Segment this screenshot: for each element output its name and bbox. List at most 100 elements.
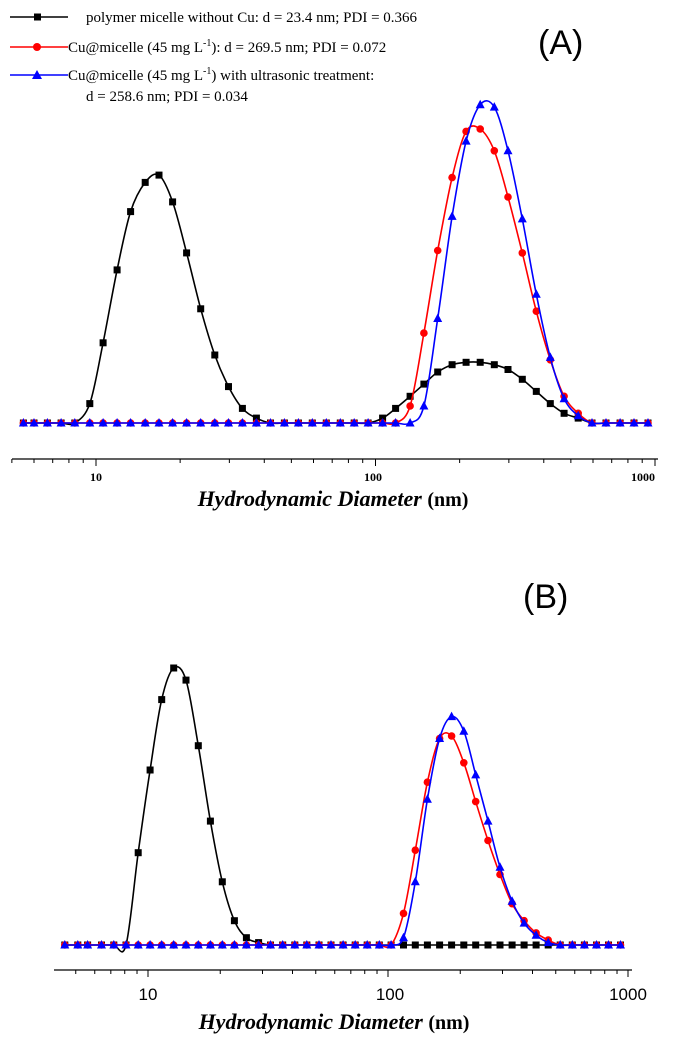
panel-a-series-2-point-2 bbox=[42, 418, 52, 427]
legend-label-ultrasonic-sup: -1 bbox=[203, 66, 211, 77]
panel-b-series-2-point-10 bbox=[181, 940, 191, 949]
panel-a-series-2-point-22 bbox=[321, 418, 331, 427]
panel-b-series-2-point-43 bbox=[579, 940, 589, 949]
panel-b-series-0-point-15 bbox=[242, 934, 250, 942]
panel-b-series-2-point-44 bbox=[592, 940, 601, 949]
panel-a-series-2-point-35 bbox=[503, 145, 513, 155]
panel-a-series-2-point-34 bbox=[489, 102, 499, 111]
legend-label-ultrasonic-post: ) with ultrasonic treatment: bbox=[211, 68, 374, 84]
panel-a-series-2-point-3 bbox=[56, 418, 66, 427]
panel-b-series-2-point-22 bbox=[326, 940, 336, 949]
panel-a-x-tick-label-100: 100 bbox=[364, 470, 382, 484]
panel-b-series-0-point-8 bbox=[158, 696, 166, 704]
panel-a-x-ticks bbox=[11, 459, 656, 466]
panel-a-series-2-point-43 bbox=[615, 418, 625, 427]
panel-a-series-2-point-13 bbox=[196, 418, 206, 427]
panel-b-series-0-point-33 bbox=[460, 941, 468, 949]
panel-a-series-2-point-16 bbox=[237, 418, 247, 427]
panel-a-series-2-point-30 bbox=[433, 313, 443, 322]
panel-a-series-2-point-17 bbox=[251, 418, 261, 427]
panel-a-series-2-point-45 bbox=[643, 418, 653, 427]
panel-b-series-0-point-38 bbox=[520, 941, 528, 949]
panel-a-series-2-point-29 bbox=[419, 401, 429, 410]
panel-b-series-2-point-0 bbox=[60, 940, 70, 949]
panel-a-series-2-point-12 bbox=[182, 418, 192, 427]
panel-b-series-2-point-33 bbox=[459, 726, 469, 735]
panel-b-series-2-point-38 bbox=[519, 918, 529, 927]
panel-b-series-0-point-37 bbox=[508, 941, 516, 949]
panel-a-series-2-point-15 bbox=[224, 418, 233, 427]
panel-b-x-tick-label-10: 10 bbox=[139, 985, 158, 1004]
panel-b-series-2-point-2 bbox=[83, 940, 93, 949]
legend-entry-cu-micelle-ultrasonic: Cu@micelle (45 mg L-1) with ultrasonic t… bbox=[10, 66, 374, 105]
panel-b-series-2-point-14 bbox=[229, 940, 239, 949]
panel-b-x-axis-title-main: Hydrodynamic Diameter bbox=[198, 1009, 424, 1034]
panel-a-series-2-point-42 bbox=[601, 418, 611, 427]
panel-a-series-0-point-16 bbox=[238, 404, 246, 412]
panel-a-series-2-point-6 bbox=[98, 418, 108, 427]
panel-a-series-1-point-37 bbox=[532, 307, 541, 316]
panel-b-series-2-point-35 bbox=[483, 816, 493, 825]
panel-b-plot bbox=[60, 664, 625, 953]
panel-a-series-0-point-38 bbox=[546, 400, 554, 408]
panel-b-series-0-point-30 bbox=[423, 941, 431, 949]
panel-b-series-0-point-34 bbox=[472, 941, 480, 949]
panel-a-series-0-point-14 bbox=[211, 351, 219, 359]
panel-b-series-1-point-29 bbox=[411, 846, 420, 854]
legend-entry-polymer-micelle: polymer micelle without Cu: d = 23.4 nm;… bbox=[10, 10, 418, 26]
panel-b-series-2-point-7 bbox=[145, 940, 155, 949]
panel-b-series-2-point-31 bbox=[435, 733, 445, 742]
panel-b-series-2-point-4 bbox=[109, 940, 119, 949]
panel-a-x-axis-unit: (nm) bbox=[427, 489, 468, 511]
panel-a-series-0-point-29 bbox=[420, 380, 428, 388]
legend: polymer micelle without Cu: d = 23.4 nm;… bbox=[10, 10, 418, 105]
panel-b-series-2-point-1 bbox=[73, 940, 83, 949]
panel-b-series-2-point-36 bbox=[495, 862, 505, 871]
panel-b-series-1-point-33 bbox=[460, 759, 468, 767]
panel-b-series-2-point-13 bbox=[217, 940, 227, 949]
panel-a-series-2-point-38 bbox=[545, 352, 555, 361]
panel-a-series-2-point-7 bbox=[112, 418, 122, 427]
panel-b-series-2-point-40 bbox=[543, 937, 553, 947]
panel-a-series-2-point-32 bbox=[461, 136, 471, 145]
panel-b-series-2-point-42 bbox=[567, 940, 577, 949]
panel-a-series-2-point-10 bbox=[154, 418, 164, 427]
panel-a-series-2-point-11 bbox=[168, 418, 178, 427]
panel-a: (A) 10 100 1000 Hydrodynamic Diameter (n… bbox=[11, 24, 658, 511]
panel-a-series-0-point-12 bbox=[183, 249, 191, 257]
panel-a-series-2-point-8 bbox=[126, 418, 136, 427]
panel-b-series-2-point-39 bbox=[531, 930, 541, 939]
panel-a-series-0-point-15 bbox=[225, 383, 232, 391]
panel-b-series-0-point-36 bbox=[496, 941, 504, 949]
panel-a-series-1-point-30 bbox=[433, 246, 442, 255]
panel-a-series-2-point-27 bbox=[391, 418, 401, 427]
panel-a-series-0-point-34 bbox=[490, 361, 498, 369]
legend-label-ultrasonic-line2: d = 258.6 nm; PDI = 0.034 bbox=[86, 89, 248, 105]
panel-a-series-2-point-26 bbox=[378, 418, 388, 427]
panel-b-series-1-line bbox=[64, 732, 621, 949]
panel-a-series-0-point-9 bbox=[141, 178, 149, 186]
panel-a-series-0-point-13 bbox=[197, 305, 205, 313]
panel-a-series-0-point-36 bbox=[518, 375, 526, 383]
panel-b-series-1-point-32 bbox=[447, 732, 456, 740]
panel-b-series-1-point-28 bbox=[399, 909, 408, 918]
panel-a-series-2-point-40 bbox=[573, 410, 583, 420]
panel-a-series-0-point-32 bbox=[462, 358, 470, 366]
panel-a-series-2-point-31 bbox=[447, 211, 457, 220]
panel-b-x-axis-unit: (nm) bbox=[428, 1012, 469, 1034]
panel-b-series-2-point-21 bbox=[314, 940, 324, 949]
panel-b-series-2-point-24 bbox=[350, 940, 360, 949]
legend-label-polymer-micelle: polymer micelle without Cu: d = 23.4 nm;… bbox=[86, 10, 418, 26]
panel-b-series-0-point-28 bbox=[400, 941, 407, 949]
panel-a-series-1-line bbox=[23, 125, 648, 426]
panel-a-series-1-point-28 bbox=[406, 402, 414, 410]
panel-a-series-0-point-33 bbox=[476, 358, 484, 366]
legend-marker-triangle bbox=[32, 70, 42, 79]
legend-marker-circle bbox=[33, 43, 41, 51]
panel-b-series-1-point-35 bbox=[484, 836, 492, 845]
panel-b-series-2-point-37 bbox=[507, 896, 517, 905]
panel-a-x-axis-title: Hydrodynamic Diameter (nm) bbox=[197, 486, 469, 511]
panel-a-series-2-point-24 bbox=[349, 418, 359, 427]
panel-a-series-1-point-35 bbox=[504, 193, 512, 201]
panel-a-series-0-point-5 bbox=[86, 400, 94, 408]
